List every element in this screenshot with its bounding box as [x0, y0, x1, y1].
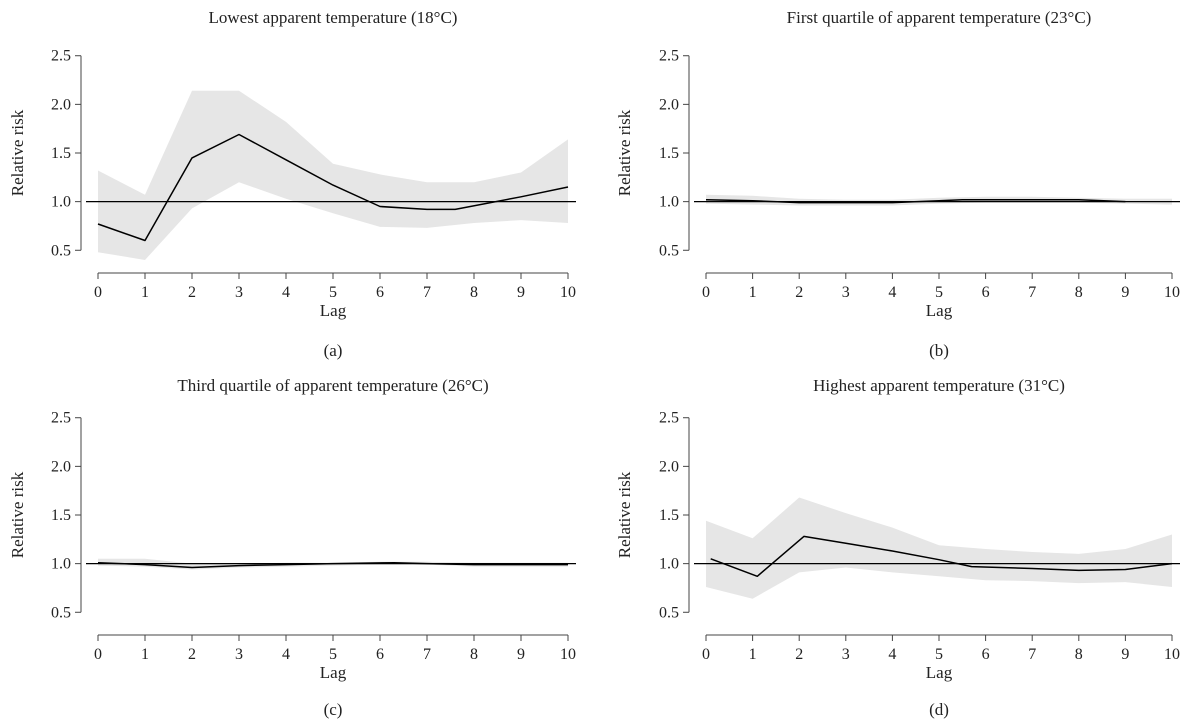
x-tick-label: 6 — [376, 284, 384, 301]
panel-label: (b) — [929, 341, 949, 360]
x-tick-label: 6 — [982, 646, 990, 663]
y-tick-label: 2.0 — [51, 458, 71, 475]
x-axis-label: Lag — [320, 663, 347, 682]
x-tick-label: 1 — [749, 284, 757, 301]
chart-panel: First quartile of apparent temperature (… — [615, 8, 1180, 360]
x-tick-label: 2 — [795, 284, 803, 301]
x-tick-label: 6 — [376, 646, 384, 663]
confidence-band — [98, 90, 568, 260]
x-tick-label: 9 — [517, 284, 525, 301]
x-tick-label: 0 — [702, 646, 710, 663]
y-tick-label: 1.5 — [51, 145, 71, 162]
x-tick-label: 3 — [235, 646, 243, 663]
x-tick-label: 9 — [1121, 284, 1129, 301]
x-tick-label: 0 — [94, 646, 102, 663]
x-tick-label: 8 — [1075, 646, 1083, 663]
y-tick-label: 1.5 — [659, 507, 679, 524]
x-tick-label: 0 — [94, 284, 102, 301]
y-tick-label: 2.5 — [51, 48, 71, 65]
x-tick-label: 1 — [749, 646, 757, 663]
y-tick-label: 0.5 — [659, 604, 679, 621]
x-axis-label: Lag — [926, 663, 953, 682]
y-tick-label: 2.0 — [51, 96, 71, 113]
chart-title: First quartile of apparent temperature (… — [787, 8, 1092, 27]
x-tick-label: 8 — [470, 646, 478, 663]
x-tick-label: 10 — [1164, 646, 1180, 663]
x-tick-label: 2 — [188, 284, 196, 301]
x-tick-label: 0 — [702, 284, 710, 301]
x-tick-label: 10 — [560, 284, 576, 301]
estimate-line — [97, 561, 568, 569]
x-tick-label: 10 — [560, 646, 576, 663]
x-axis-label: Lag — [320, 301, 347, 320]
x-tick-label: 7 — [1028, 646, 1036, 663]
x-tick-label: 1 — [141, 646, 149, 663]
panel-label: (a) — [324, 341, 343, 360]
x-tick-label: 3 — [235, 284, 243, 301]
y-tick-label: 1.0 — [659, 194, 679, 211]
estimate-line — [97, 133, 569, 242]
panel-label: (d) — [929, 700, 949, 719]
y-tick-label: 2.0 — [659, 458, 679, 475]
x-tick-label: 9 — [517, 646, 525, 663]
x-tick-label: 7 — [423, 646, 431, 663]
y-tick-label: 1.0 — [51, 556, 71, 573]
chart-panel: Third quartile of apparent temperature (… — [8, 376, 576, 719]
y-tick-label: 2.5 — [659, 48, 679, 65]
x-tick-label: 2 — [188, 646, 196, 663]
chart-title: Third quartile of apparent temperature (… — [177, 376, 488, 395]
x-tick-label: 5 — [935, 646, 943, 663]
x-tick-label: 2 — [795, 646, 803, 663]
y-tick-label: 2.0 — [659, 96, 679, 113]
x-tick-label: 4 — [282, 284, 290, 301]
y-tick-label: 1.0 — [51, 194, 71, 211]
confidence-band — [706, 497, 1172, 599]
x-tick-label: 4 — [888, 284, 896, 301]
estimate-line — [710, 535, 1173, 578]
y-axis-label: Relative risk — [8, 471, 27, 558]
chart-panel: Lowest apparent temperature (18°C) 0.5 1.0… — [8, 8, 576, 360]
y-tick-label: 1.0 — [659, 556, 679, 573]
chart-title: Lowest apparent temperature (18°C) — [209, 8, 458, 27]
x-tick-label: 9 — [1121, 646, 1129, 663]
x-axis-label: Lag — [926, 301, 953, 320]
x-tick-label: 3 — [842, 284, 850, 301]
x-tick-label: 4 — [282, 646, 290, 663]
x-tick-label: 8 — [1075, 284, 1083, 301]
y-axis-label: Relative risk — [615, 109, 634, 196]
y-tick-label: 2.5 — [51, 410, 71, 427]
y-tick-label: 0.5 — [51, 242, 71, 259]
chart-title: Highest apparent temperature (31°C) — [813, 376, 1065, 395]
x-tick-label: 5 — [329, 646, 337, 663]
x-tick-label: 6 — [982, 284, 990, 301]
x-tick-label: 8 — [470, 284, 478, 301]
y-tick-label: 2.5 — [659, 410, 679, 427]
x-tick-label: 4 — [888, 646, 896, 663]
x-tick-label: 5 — [935, 284, 943, 301]
x-tick-label: 3 — [842, 646, 850, 663]
y-tick-label: 0.5 — [51, 604, 71, 621]
y-axis-label: Relative risk — [615, 471, 634, 558]
y-tick-label: 1.5 — [51, 507, 71, 524]
y-axis-label: Relative risk — [8, 109, 27, 196]
x-tick-label: 7 — [1028, 284, 1036, 301]
chart-panel: Highest apparent temperature (31°C) 0.5 1.… — [615, 376, 1180, 719]
panel-label: (c) — [324, 700, 343, 719]
x-tick-label: 5 — [329, 284, 337, 301]
x-tick-label: 1 — [141, 284, 149, 301]
y-tick-label: 1.5 — [659, 145, 679, 162]
x-tick-label: 10 — [1164, 284, 1180, 301]
estimate-line — [705, 198, 1126, 204]
x-tick-label: 7 — [423, 284, 431, 301]
y-tick-label: 0.5 — [659, 242, 679, 259]
